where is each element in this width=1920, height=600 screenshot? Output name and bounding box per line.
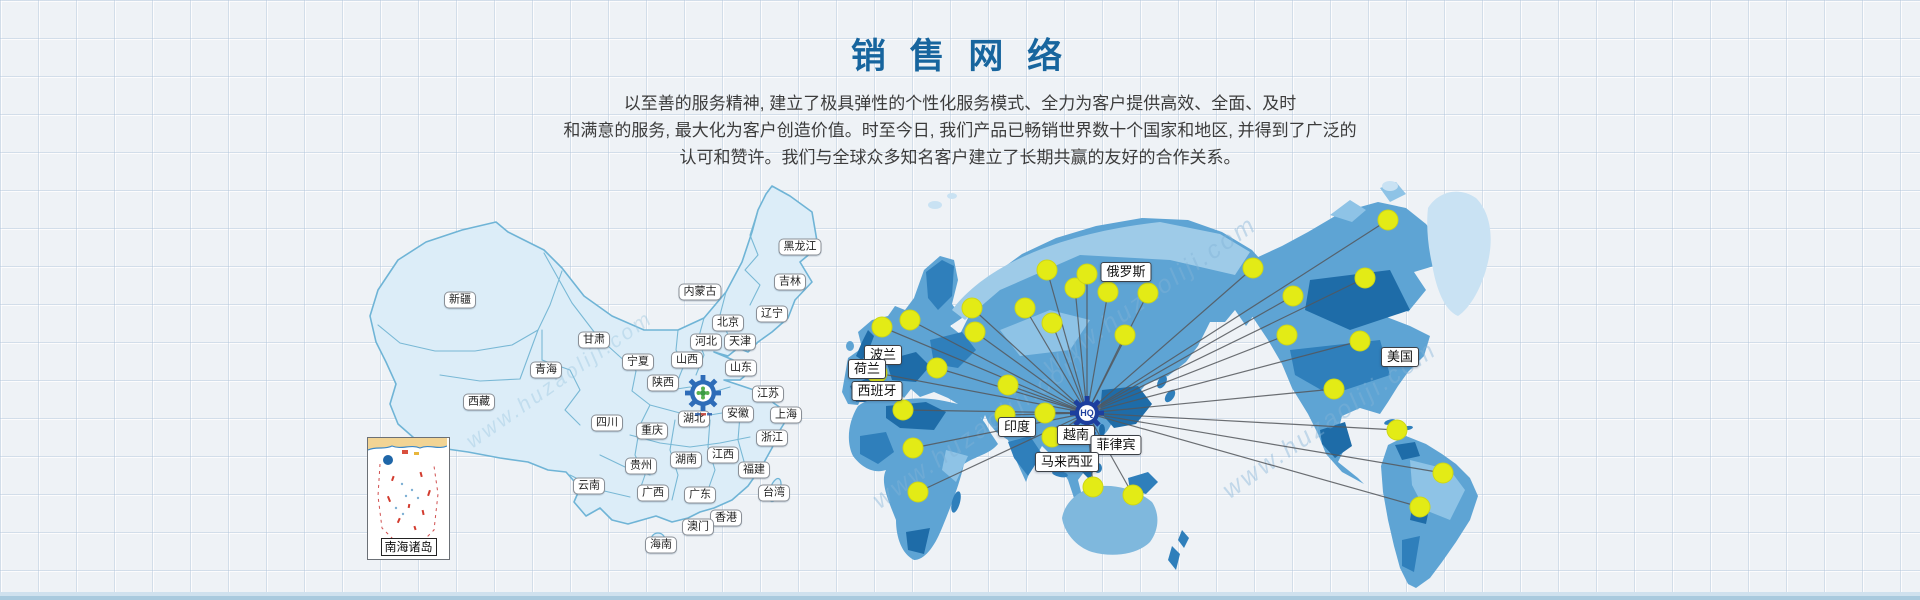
province-label-海南: 海南 bbox=[645, 536, 677, 554]
inset-coastline bbox=[368, 445, 447, 451]
province-label-内蒙古: 内蒙古 bbox=[678, 283, 722, 301]
province-label-河北: 河北 bbox=[690, 333, 722, 351]
province-label-宁夏: 宁夏 bbox=[622, 353, 654, 371]
inset-hainan bbox=[383, 455, 393, 465]
country-label-俄罗斯: 俄罗斯 bbox=[1100, 262, 1152, 282]
bottom-strip-dark bbox=[0, 596, 1920, 600]
province-label-天津: 天津 bbox=[724, 333, 756, 351]
caribbean-1 bbox=[1384, 419, 1396, 425]
province-label-甘肃: 甘肃 bbox=[578, 331, 610, 349]
inset-mark-yellow bbox=[414, 452, 419, 455]
province-label-四川: 四川 bbox=[591, 414, 623, 432]
province-label-贵州: 贵州 bbox=[625, 457, 657, 475]
province-label-澳门: 澳门 bbox=[682, 518, 714, 536]
province-label-浙江: 浙江 bbox=[756, 429, 788, 447]
arctic-island-1 bbox=[1330, 200, 1366, 222]
bottom-strip-light bbox=[0, 592, 1920, 596]
country-label-西班牙: 西班牙 bbox=[851, 381, 903, 401]
paragraph-line-1: 以至善的服务精神, 建立了极具弹性的个性化服务模式、全力为客户提供高效、全面、及… bbox=[623, 94, 1297, 113]
province-label-湖南: 湖南 bbox=[670, 451, 702, 469]
province-label-西藏: 西藏 bbox=[463, 393, 495, 411]
china-outline bbox=[369, 185, 819, 525]
madagascar bbox=[951, 491, 961, 513]
province-label-山东: 山东 bbox=[725, 359, 757, 377]
inset-island-marks bbox=[386, 471, 431, 531]
province-label-安徽: 安徽 bbox=[722, 405, 754, 423]
south-sea-inset-graphic bbox=[368, 438, 447, 545]
south-sea-inset: 南海诸岛 bbox=[367, 437, 450, 560]
province-label-重庆: 重庆 bbox=[636, 422, 668, 440]
province-label-新疆: 新疆 bbox=[444, 291, 476, 309]
iceland bbox=[1382, 181, 1398, 191]
country-label-马来西亚: 马来西亚 bbox=[1034, 452, 1100, 472]
province-label-广西: 广西 bbox=[637, 484, 669, 502]
province-label-云南: 云南 bbox=[573, 477, 605, 495]
country-label-美国: 美国 bbox=[1380, 347, 1420, 367]
province-label-陕西: 陕西 bbox=[647, 374, 679, 392]
south-america-landmass bbox=[1381, 436, 1478, 588]
province-label-福建: 福建 bbox=[738, 461, 770, 479]
bottom-strip bbox=[0, 592, 1920, 600]
country-label-越南: 越南 bbox=[1056, 425, 1096, 445]
australia-landmass bbox=[1062, 485, 1158, 555]
province-label-香港: 香港 bbox=[710, 509, 742, 527]
new-zealand-1 bbox=[1168, 546, 1180, 570]
province-label-湖北: 湖北 bbox=[678, 410, 710, 428]
ireland bbox=[846, 341, 854, 351]
province-label-黑龙江: 黑龙江 bbox=[778, 238, 822, 256]
province-label-江西: 江西 bbox=[707, 446, 739, 464]
south-sea-inset-label: 南海诸岛 bbox=[380, 538, 437, 556]
inset-mark-red bbox=[402, 450, 408, 454]
province-label-上海: 上海 bbox=[770, 406, 802, 424]
greenland bbox=[1427, 191, 1491, 316]
paragraph-line-3: 认可和赞许。我们与全球众多知名客户建立了长期共赢的友好的合作关系。 bbox=[679, 148, 1241, 167]
province-label-广东: 广东 bbox=[684, 486, 716, 504]
inset-dash-boundary bbox=[377, 463, 439, 545]
province-label-北京: 北京 bbox=[712, 314, 744, 332]
scandinavia-patch bbox=[926, 260, 954, 310]
south-africa-patch bbox=[906, 528, 930, 554]
caribbean-2 bbox=[1403, 425, 1413, 431]
new-guinea bbox=[1128, 472, 1158, 494]
intro-paragraph: 以至善的服务精神, 建立了极具弹性的个性化服务模式、全力为客户提供高效、全面、及… bbox=[460, 90, 1460, 171]
svalbard-1 bbox=[928, 201, 942, 209]
paragraph-line-2: 和满意的服务, 最大化为客户创造价值。时至今日, 我们产品已畅销世界数十个国家和… bbox=[563, 121, 1357, 140]
west-africa-patch bbox=[860, 432, 894, 464]
svalbard-2 bbox=[947, 193, 957, 199]
inset-islet-dots bbox=[394, 482, 420, 516]
argentina-patch bbox=[1402, 536, 1420, 572]
province-label-青海: 青海 bbox=[530, 361, 562, 379]
country-label-荷兰: 荷兰 bbox=[847, 359, 887, 379]
province-label-辽宁: 辽宁 bbox=[756, 305, 788, 323]
page-title: 销 售 网 络 bbox=[850, 37, 1070, 76]
new-zealand-2 bbox=[1178, 530, 1189, 548]
province-label-江苏: 江苏 bbox=[752, 385, 784, 403]
province-label-吉林: 吉林 bbox=[774, 273, 806, 291]
country-label-印度: 印度 bbox=[997, 417, 1037, 437]
japan-2 bbox=[1164, 389, 1176, 403]
province-label-山西: 山西 bbox=[671, 351, 703, 369]
province-label-台湾: 台湾 bbox=[758, 484, 790, 502]
